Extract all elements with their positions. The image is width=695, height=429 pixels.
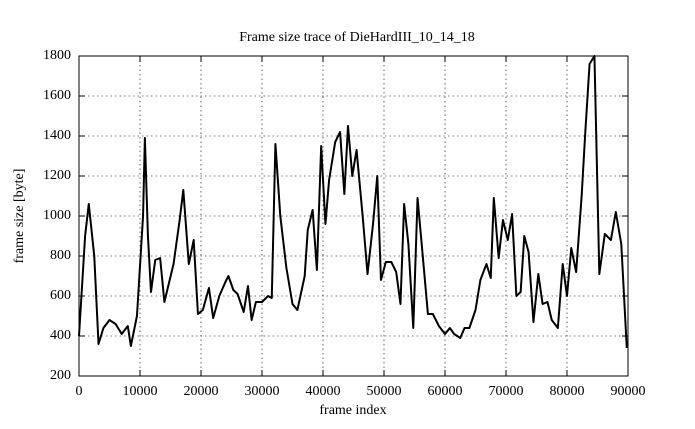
x-tick-label: 30000 [245,384,280,399]
chart-title: Frame size trace of DieHardIII_10_14_18 [239,30,475,45]
plot-frame [78,55,629,377]
y-tick-label: 800 [50,248,71,263]
x-tick-label: 50000 [367,384,402,399]
x-axis-label: frame index [319,403,386,418]
y-axis-label: frame size [byte] [12,169,27,264]
x-tick-label: 40000 [306,384,341,399]
y-tick-label: 1200 [43,168,71,183]
x-tick-label: 80000 [550,384,585,399]
y-tick-label: 1000 [43,208,71,223]
x-tick-label: 60000 [428,384,463,399]
y-tick-label: 1600 [43,88,71,103]
data-line [78,55,628,349]
x-tick-label: 0 [76,384,83,399]
x-tick-label: 10000 [123,384,158,399]
x-tick-label: 90000 [611,384,646,399]
y-tick-label: 200 [50,368,71,383]
y-tick-label: 600 [50,288,71,303]
y-tick-label: 1800 [43,48,71,63]
x-tick-label: 20000 [184,384,219,399]
y-tick-label: 1400 [43,128,71,143]
x-tick-label: 70000 [489,384,524,399]
y-tick-label: 400 [50,328,71,343]
